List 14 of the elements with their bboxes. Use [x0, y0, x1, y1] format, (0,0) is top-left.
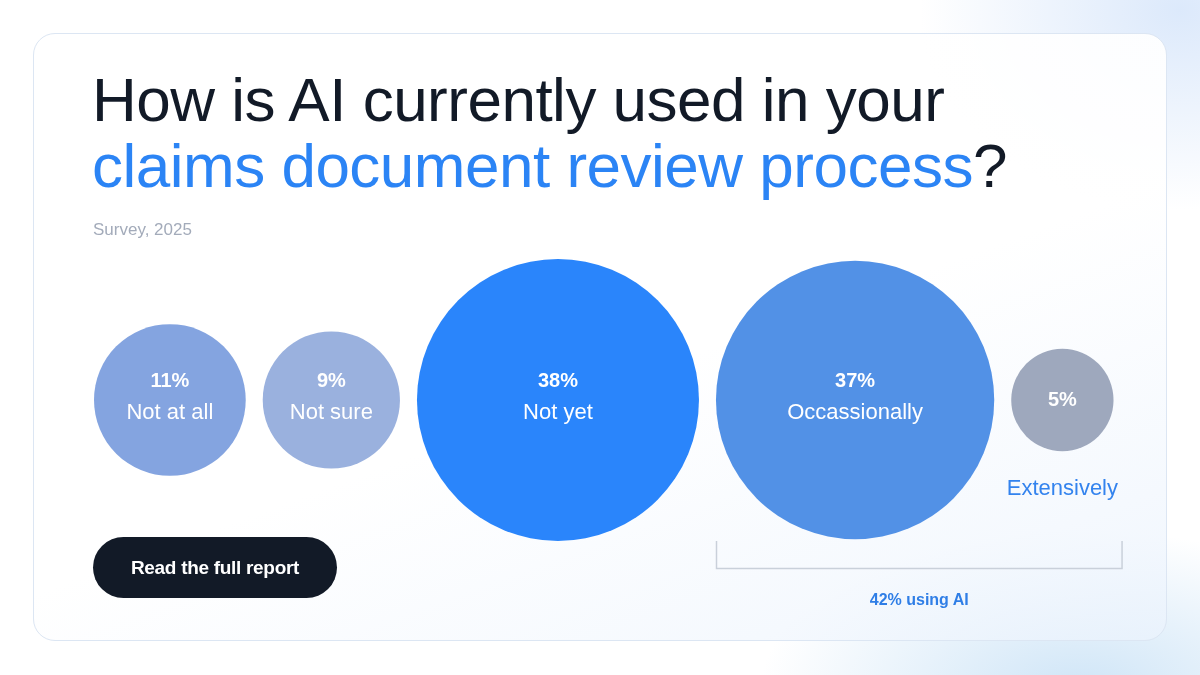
- text: 42% using AI: [868, 590, 970, 610]
- data-label: 5%: [1047, 387, 1078, 410]
- category-label: Not sure: [289, 399, 373, 425]
- text: Survey, 2025: [93, 220, 192, 240]
- text: How is AI currently used in your claims document review process?: [92, 65, 1007, 200]
- data-label: 11%: [150, 368, 190, 391]
- data-label: 37%: [835, 368, 876, 391]
- button: Read the full report: [93, 537, 337, 598]
- category-label: Not yet: [523, 399, 593, 425]
- category-label: Not at all: [126, 399, 214, 425]
- data-label: 38%: [537, 368, 579, 391]
- category-label: Occassionally: [787, 399, 923, 425]
- data-label: 9%: [316, 368, 347, 391]
- category-label: Extensively: [1006, 475, 1119, 501]
